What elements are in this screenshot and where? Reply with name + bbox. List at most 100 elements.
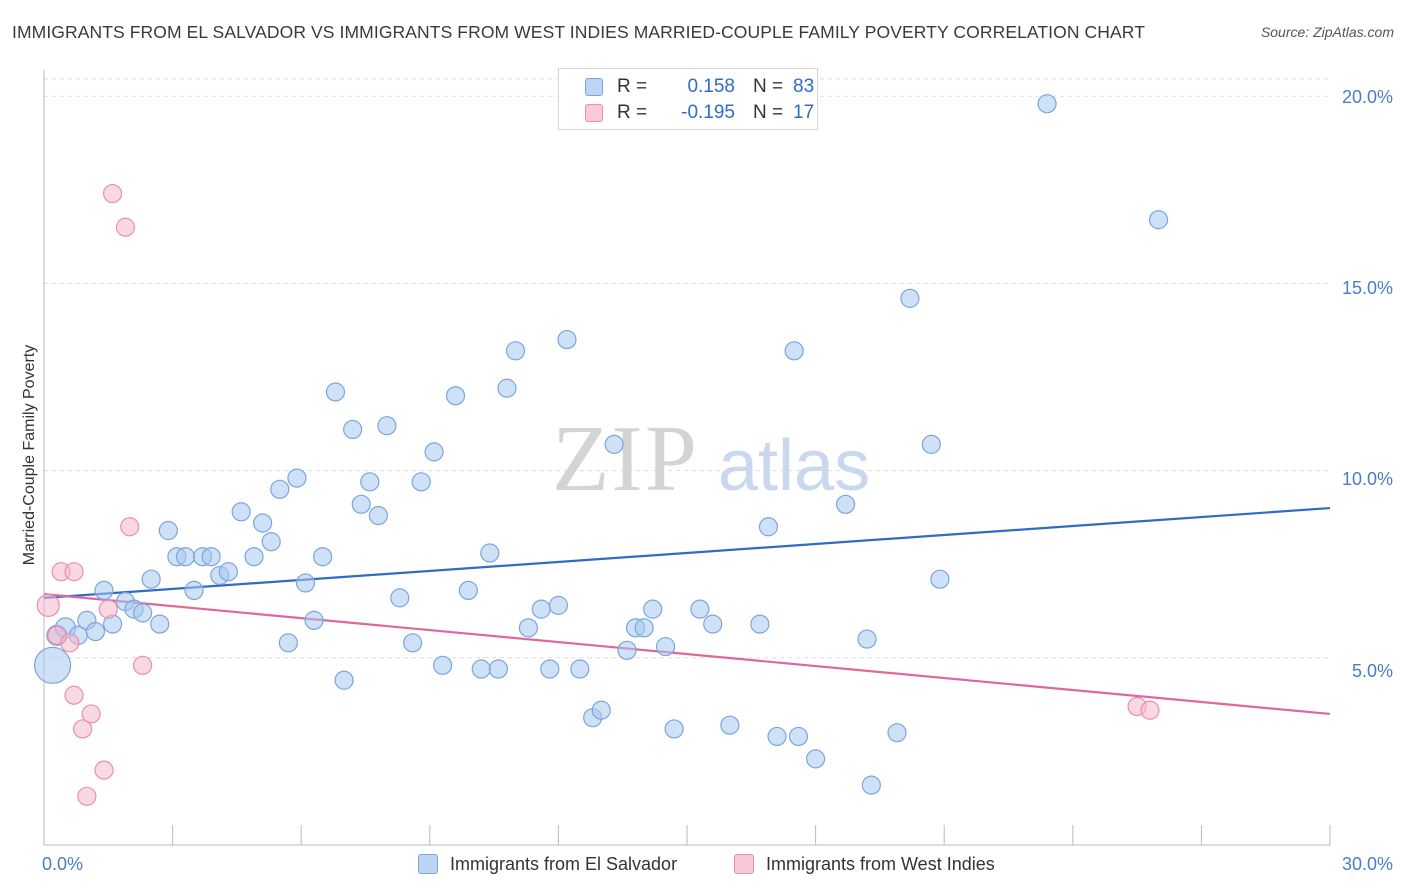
axes — [43, 70, 1331, 846]
watermark: ZIP atlas — [552, 407, 870, 511]
point-el-salvador-12 — [150, 614, 170, 634]
trend-lines — [43, 506, 1331, 716]
point-el-salvador-50 — [518, 618, 538, 638]
point-el-salvador-68 — [750, 614, 770, 634]
swatch-west-indies — [585, 104, 603, 122]
point-el-salvador-64 — [664, 719, 684, 739]
stats-legend-row-west-indies: R = -0.195 N = 17 — [585, 101, 814, 125]
point-el-salvador-51 — [531, 599, 551, 619]
point-west-indies-14 — [132, 655, 153, 675]
point-el-salvador-18 — [201, 547, 221, 567]
point-el-salvador-75 — [857, 629, 877, 649]
point-el-salvador-37 — [377, 416, 397, 436]
legend-swatch-west-indies — [734, 854, 754, 874]
y-tick-label-15: 15.0% — [1342, 278, 1393, 298]
point-el-salvador-55 — [570, 659, 590, 679]
point-el-salvador-47 — [488, 659, 508, 679]
point-west-indies-6 — [72, 719, 93, 739]
legend-swatch-el-salvador — [418, 854, 438, 874]
source-credit: Source: ZipAtlas.com — [1260, 24, 1394, 40]
y-tick-label-5: 5.0% — [1352, 661, 1393, 681]
point-el-salvador-20 — [218, 562, 238, 582]
watermark-zip: ZIP — [552, 407, 699, 511]
point-el-salvador-13 — [158, 520, 178, 541]
point-el-salvador-44 — [458, 580, 478, 601]
point-el-salvador-81 — [1037, 94, 1057, 114]
y-tick-label-10: 10.0% — [1342, 469, 1393, 489]
point-el-salvador-33 — [343, 419, 363, 440]
point-el-salvador-48 — [497, 378, 517, 398]
point-west-indies-8 — [81, 704, 101, 724]
trend-line-west-indies — [43, 593, 1331, 716]
point-el-salvador-43 — [445, 386, 466, 406]
point-el-salvador-38 — [390, 588, 410, 608]
n-value: 83 — [793, 76, 815, 97]
point-el-salvador-63 — [655, 636, 676, 657]
point-el-salvador-24 — [261, 532, 281, 552]
point-el-salvador-36 — [368, 505, 388, 526]
legend-label-west-indies: Immigrants from West Indies — [766, 853, 995, 874]
point-el-salvador-59 — [617, 640, 637, 660]
point-el-salvador-79 — [921, 434, 941, 454]
point-el-salvador-35 — [360, 472, 380, 492]
point-el-salvador-5 — [85, 621, 106, 642]
point-el-salvador-30 — [313, 547, 333, 567]
point-el-salvador-29 — [304, 610, 324, 630]
point-el-salvador-58 — [604, 434, 624, 454]
axis-labels: 0.0% 30.0% 5.0% 10.0% 15.0% 20.0% Marrie… — [21, 87, 1393, 874]
point-el-salvador-10 — [132, 603, 153, 623]
point-el-salvador-16 — [184, 580, 204, 601]
point-el-salvador-27 — [287, 468, 307, 488]
point-el-salvador-76 — [861, 775, 881, 795]
point-el-salvador-73 — [805, 749, 826, 769]
y-axis-label: Married-Couple Family Poverty — [21, 345, 38, 566]
point-west-indies-11 — [102, 183, 123, 204]
point-el-salvador-70 — [767, 726, 787, 747]
point-el-salvador-49 — [505, 341, 526, 361]
point-el-salvador-67 — [720, 715, 740, 735]
chart-title: IMMIGRANTS FROM EL SALVADOR VS IMMIGRANT… — [12, 22, 1146, 42]
point-west-indies-5 — [64, 562, 84, 582]
point-el-salvador-66 — [703, 614, 723, 634]
swatch-el-salvador — [585, 78, 603, 96]
point-el-salvador-42 — [433, 655, 453, 675]
legend-item-el-salvador: Immigrants from El Salvador — [418, 852, 677, 876]
point-el-salvador-28 — [295, 573, 316, 593]
legend-item-west-indies: Immigrants from West Indies — [734, 852, 995, 876]
point-el-salvador-82 — [1148, 210, 1169, 230]
stats-legend: R = 0.158 N = 83 R = -0.195 N = 17 — [558, 68, 818, 130]
point-west-indies-4 — [64, 685, 84, 705]
point-west-indies-3 — [60, 633, 80, 653]
r-label: R = — [617, 76, 648, 97]
n-label: N = — [753, 102, 784, 123]
point-el-salvador-22 — [244, 547, 264, 567]
point-west-indies-13 — [120, 517, 140, 537]
point-west-indies-12 — [115, 217, 136, 237]
stats-legend-row-el-salvador: R = 0.158 N = 83 — [585, 75, 814, 99]
legend-label-el-salvador: Immigrants from El Salvador — [450, 853, 678, 874]
point-el-salvador-46 — [480, 543, 500, 563]
y-tick-label-20: 20.0% — [1342, 87, 1393, 107]
point-west-indies-0 — [36, 593, 60, 617]
point-el-salvador-39 — [403, 633, 423, 653]
r-value: -0.195 — [681, 102, 735, 123]
point-el-salvador-65 — [690, 599, 710, 619]
x-tick-label-max: 30.0% — [1342, 854, 1393, 874]
point-el-salvador-69 — [758, 517, 779, 537]
point-el-salvador-21 — [231, 502, 251, 522]
point-el-salvador-77 — [887, 723, 907, 743]
r-value: 0.158 — [687, 76, 735, 97]
r-label: R = — [617, 102, 648, 123]
point-el-salvador-71 — [784, 341, 804, 361]
point-el-salvador-40 — [411, 472, 431, 492]
point-west-indies-9 — [94, 760, 114, 780]
point-west-indies-16 — [1140, 700, 1160, 720]
point-el-salvador-6 — [94, 580, 114, 601]
point-el-salvador-80 — [930, 569, 950, 589]
point-el-salvador-23 — [253, 513, 273, 533]
point-el-salvador-72 — [788, 726, 809, 747]
point-west-indies-7 — [77, 786, 97, 806]
point-el-salvador-25 — [270, 479, 290, 499]
trend-line-el-salvador — [43, 506, 1331, 599]
